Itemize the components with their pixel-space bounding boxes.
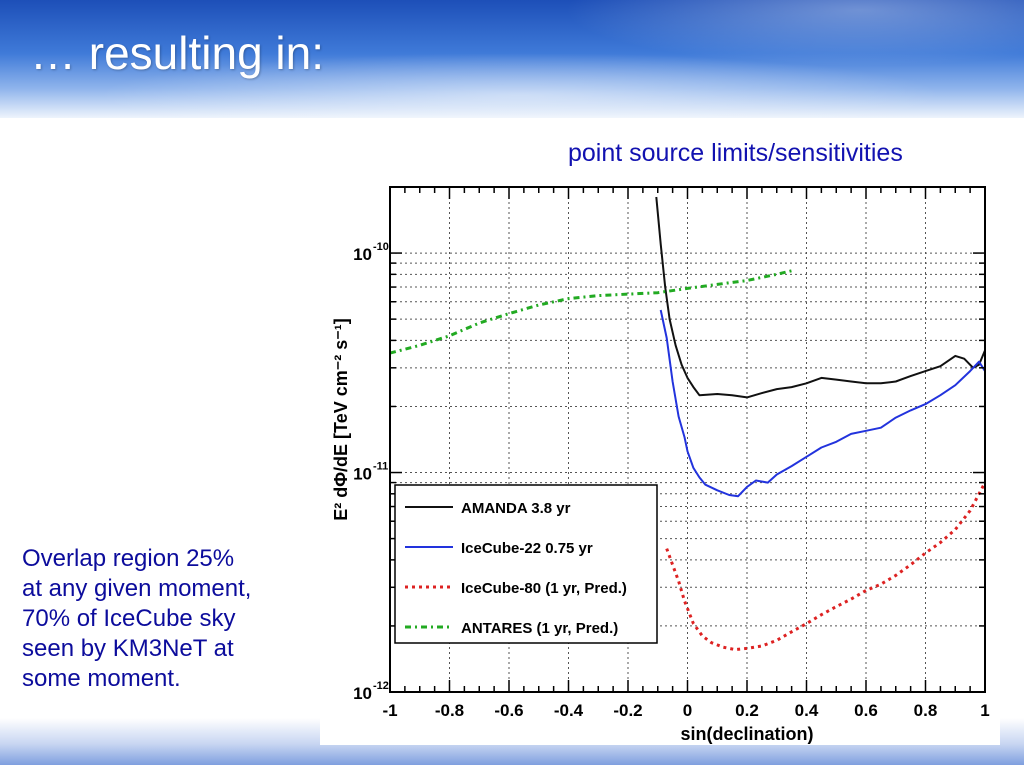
legend-label: IceCube-22 0.75 yr xyxy=(461,540,593,557)
x-tick-label: -0.2 xyxy=(613,701,642,720)
x-tick-label: 0.6 xyxy=(854,701,878,720)
x-tick-label: 0 xyxy=(683,701,692,720)
y-tick-label: 10 xyxy=(353,245,372,264)
y-axis-label: E² dΦ/dE [TeV cm⁻² s⁻¹] xyxy=(331,318,351,520)
header-band xyxy=(0,0,1024,118)
x-tick-label: 0.8 xyxy=(914,701,938,720)
x-tick-label: -1 xyxy=(382,701,397,720)
series-line xyxy=(655,196,986,399)
y-tick-exponent: -10 xyxy=(373,241,389,253)
header-sheen xyxy=(0,0,1024,118)
legend-label: IceCube-80 (1 yr, Pred.) xyxy=(461,580,627,597)
chart-background xyxy=(320,175,1000,745)
series-line xyxy=(659,309,986,498)
y-tick-exponent: -12 xyxy=(373,680,389,692)
plot-subtitle: point source limits/sensitivities xyxy=(568,139,903,167)
x-tick-label: -0.8 xyxy=(435,701,464,720)
note-line: Overlap region 25% xyxy=(22,545,235,572)
x-tick-label: 1 xyxy=(980,701,989,720)
y-tick-exponent: -11 xyxy=(373,461,388,473)
x-tick-label: 0.4 xyxy=(795,701,819,720)
page-title: … resulting in: xyxy=(30,27,325,79)
legend: AMANDA 3.8 yr IceCube-22 0.75 yr IceCube-8… xyxy=(394,484,658,644)
series-line xyxy=(389,269,792,355)
y-tick-label: 10 xyxy=(353,684,372,703)
note-line: seen by KM3NeT at xyxy=(22,635,234,662)
x-tick-label: 0.2 xyxy=(735,701,759,720)
y-tick-label: 10 xyxy=(353,465,372,484)
sensitivity-chart: -1 -0.8 -0.6 -0.4 -0.2 0 0.2 0.4 0.6 0.8 110 -1210-… xyxy=(320,175,1000,745)
x-tick-label: -0.6 xyxy=(494,701,523,720)
x-axis-label: sin(declination) xyxy=(680,724,813,744)
note-line: at any given moment, xyxy=(22,575,252,602)
note-line: some moment. xyxy=(22,665,181,692)
side-note: Overlap region 25% at any given moment, … xyxy=(22,544,332,694)
axes: -1 -0.8 -0.6 -0.4 -0.2 0 0.2 0.4 0.6 0.8 110 -1210-… xyxy=(331,186,990,744)
note-line: 70% of IceCube sky xyxy=(22,605,236,632)
series-line xyxy=(665,481,987,652)
x-tick-label: -0.4 xyxy=(554,701,584,720)
legend-box xyxy=(394,484,658,644)
legend-label: AMANDA 3.8 yr xyxy=(461,500,571,517)
series-layer xyxy=(389,196,987,652)
legend-label: ANTARES (1 yr, Pred.) xyxy=(461,620,618,637)
